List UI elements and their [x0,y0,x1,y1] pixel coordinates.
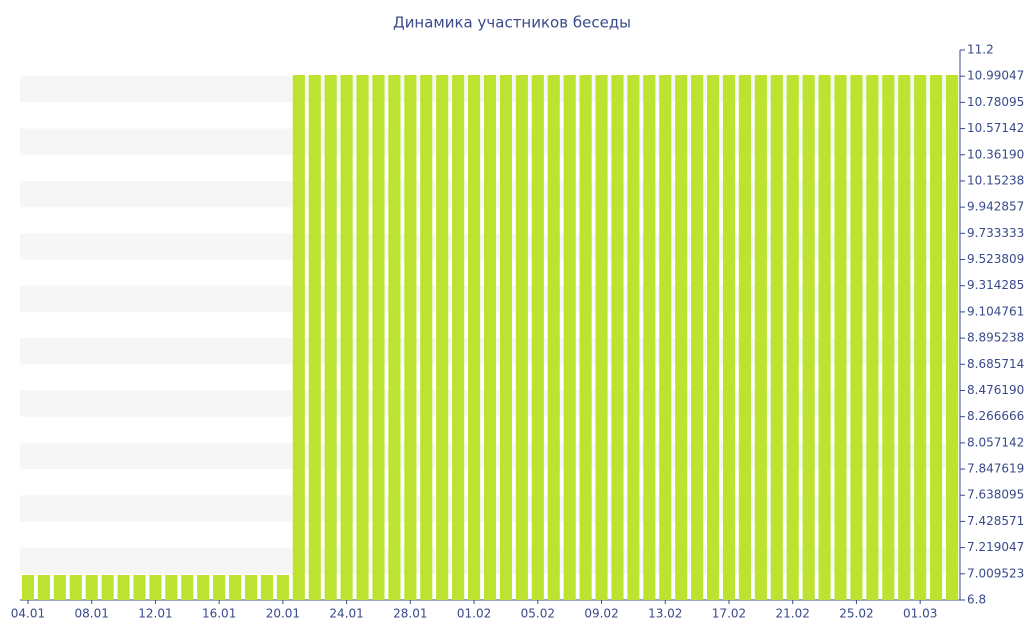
bar [722,75,736,600]
bar [404,75,417,600]
bar [930,75,943,600]
bar [738,75,751,600]
bar [21,575,35,600]
y-tick-label: 11.2 [967,43,994,57]
bar [308,75,321,600]
bar [945,75,959,600]
bar [786,75,799,600]
bar [276,575,289,600]
y-tick-label: 9.942857 [967,200,1024,214]
bar [866,75,879,600]
y-tick-label: 9.3142856 [967,278,1024,292]
bar [420,75,433,600]
x-tick-label: 28.01 [393,607,427,621]
bar [260,575,274,600]
y-tick-label: 10.1523808 [967,173,1024,187]
y-tick-label: 9.5238094 [967,252,1024,266]
x-tick-label: 09.02 [584,607,618,621]
bar [85,575,98,600]
y-tick-label: 7.0095238 [967,566,1024,580]
bar [834,75,847,600]
y-tick-label: 10.7809522 [967,95,1024,109]
x-tick-label: 24.01 [329,607,363,621]
bar [101,575,114,600]
bar [53,575,66,600]
y-tick-label: 8.895238 [967,331,1024,345]
x-tick-label: 16.01 [202,607,236,621]
x-tick-label: 17.02 [712,607,746,621]
bar [818,75,831,600]
bar [515,75,528,600]
bar [356,75,369,600]
x-tick-label: 01.02 [457,607,491,621]
y-tick-label: 7.2190476 [967,540,1024,554]
bar [579,75,592,600]
bar [436,75,449,600]
bar [754,75,767,600]
chart-title: Динамика участников беседы [393,14,631,32]
bar [229,575,242,600]
y-tick-label: 7.847619 [967,462,1024,476]
bar [213,575,226,600]
x-tick-label: 05.02 [521,607,555,621]
bar [292,75,305,600]
y-tick-label: 10.3619046 [967,147,1024,161]
y-tick-label: 7.6380952 [967,488,1024,502]
x-tick-label: 12.01 [138,607,172,621]
y-tick-label: 9.7333332 [967,226,1024,240]
bar [244,575,258,600]
bar [531,75,544,600]
bar [675,75,688,600]
bar [165,575,178,600]
x-tick-label: 01.03 [903,607,937,621]
x-tick-label: 25.02 [839,607,873,621]
y-tick-label: 8.6857142 [967,357,1024,371]
bar [850,75,863,600]
y-tick-label: 6.8 [967,593,986,607]
bar [563,75,576,600]
bar [898,75,911,600]
bar [117,575,130,600]
bar [69,575,82,600]
bar [611,75,624,600]
bar [133,575,146,600]
bar [547,75,560,600]
bar [372,75,385,600]
bar [802,75,815,600]
bar [691,75,704,600]
y-tick-label: 9.1047618 [967,304,1024,318]
x-tick-label: 08.01 [75,607,109,621]
bar [595,75,608,600]
y-tick-label: 8.2666666 [967,409,1024,423]
bar [483,75,497,600]
x-tick-label: 04.01 [11,607,45,621]
bar [468,75,481,600]
bar [706,75,720,600]
bar [181,575,194,600]
bar [659,75,672,600]
y-tick-label: 7.4285714 [967,514,1024,528]
bar [197,575,210,600]
y-tick-label: 10.5714284 [967,121,1024,135]
bar [882,75,895,600]
bar [499,75,512,600]
y-tick-label: 10.990476 [967,69,1024,83]
bar [627,75,640,600]
bar [388,75,401,600]
bar [340,75,353,600]
bar [324,75,337,600]
bar [149,575,162,600]
bar [37,575,50,600]
bar [914,75,927,600]
bar [770,75,783,600]
x-tick-label: 20.01 [266,607,300,621]
x-tick-label: 13.02 [648,607,682,621]
bar [452,75,465,600]
bar [643,75,656,600]
x-tick-label: 21.02 [776,607,810,621]
y-tick-label: 8.4761904 [967,383,1024,397]
